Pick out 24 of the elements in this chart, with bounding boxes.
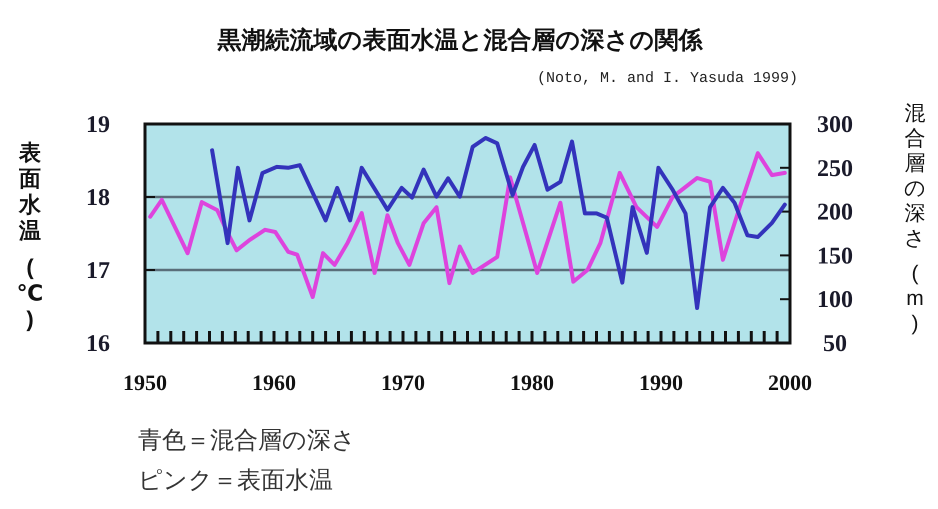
x-tick-label: 1960	[252, 370, 296, 395]
x-tick-label: 1990	[639, 370, 683, 395]
y-tick-label: 17	[86, 258, 110, 284]
text: 青色＝混合層の深さ	[138, 427, 356, 454]
y2-tick-label: 250	[817, 156, 853, 182]
x-tick-label: 1980	[510, 370, 554, 395]
line-series	[148, 151, 787, 299]
y2-tick-label: 50	[823, 331, 847, 357]
y-axis-title: 表面水温 (℃)	[16, 140, 44, 332]
text: 混合層の深さ (m)	[904, 102, 926, 335]
x-tick-label: 1970	[381, 370, 425, 395]
y-tick-label: 19	[86, 112, 110, 138]
chart-subtitle: (Noto, M. and I. Yasuda 1999)	[536, 70, 798, 87]
text: ピンク＝表面水温	[138, 467, 333, 494]
chart-title: 黒潮続流域の表面水温と混合層の深さの関係	[216, 27, 704, 54]
y-tick-label: 16	[86, 331, 110, 357]
y2-tick-label: 300	[817, 112, 853, 138]
line-series	[210, 136, 787, 310]
x-tick-label: 1950	[123, 370, 167, 395]
y2-tick-label: 100	[817, 287, 853, 314]
y-tick-label: 18	[86, 185, 110, 211]
y2-tick-label: 200	[817, 200, 853, 226]
x-tick-label: 2000	[768, 370, 812, 395]
y2-tick-label: 150	[817, 243, 853, 270]
